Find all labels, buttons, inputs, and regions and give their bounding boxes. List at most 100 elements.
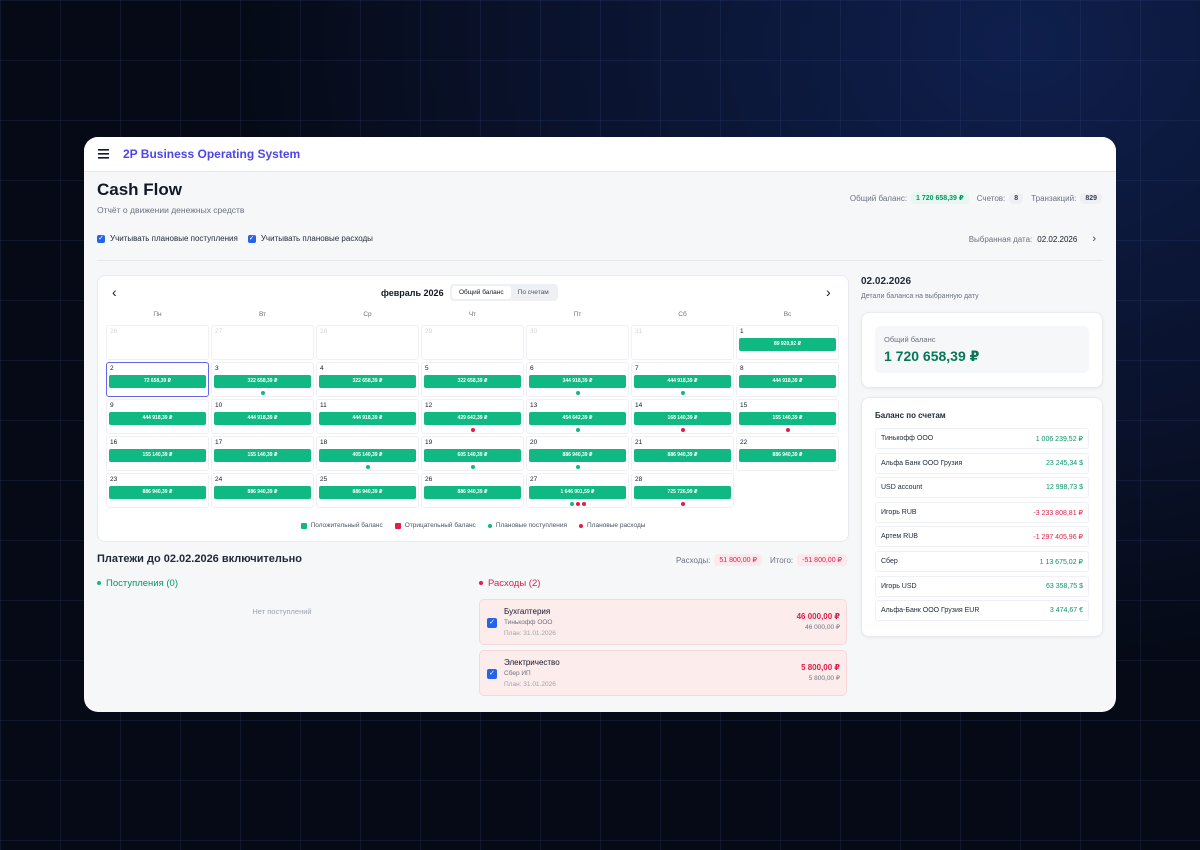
account-row: Артем RUB-1 297 405,96 ₽: [875, 526, 1089, 547]
day-cell[interactable]: 20886 940,39 ₽: [526, 436, 629, 471]
filter-checkbox[interactable]: ✓Учитывать плановые поступления: [97, 234, 238, 243]
day-cell[interactable]: 14168 140,39 ₽: [631, 399, 734, 434]
day-cell[interactable]: 3322 658,39 ₽: [211, 362, 314, 397]
day-cell[interactable]: 15155 140,39 ₽: [736, 399, 839, 434]
day-cell[interactable]: 22886 940,39 ₽: [736, 436, 839, 471]
day-balance: 886 940,39 ₽: [319, 486, 416, 499]
day-cell-other-month: 26: [106, 325, 209, 360]
day-number: 21: [635, 439, 642, 446]
day-cell[interactable]: 7444 918,39 ₽: [631, 362, 734, 397]
legend-item: Положительный баланс: [301, 522, 383, 529]
account-name: Тинькофф ООО: [881, 435, 933, 442]
day-cell[interactable]: 25 886 940,39 ₽: [316, 473, 419, 508]
account-name: USD account: [881, 484, 922, 491]
day-cell[interactable]: 21 886 940,39 ₽: [631, 436, 734, 471]
day-cell[interactable]: 28725 726,99 ₽: [631, 473, 734, 508]
day-balance: 725 726,99 ₽: [634, 486, 731, 499]
month-title: февраль 2026: [381, 288, 444, 298]
day-cell[interactable]: 9444 918,39 ₽: [106, 399, 209, 434]
account-name: Альфа Банк ООО Грузия: [881, 460, 962, 467]
accounts-card: Баланс по счетамТинькофф ООО1 006 239,52…: [861, 397, 1103, 637]
day-number: 20: [530, 439, 537, 446]
day-cell-other-month: 27: [211, 325, 314, 360]
day-cell-other-month: 30: [526, 325, 629, 360]
legend-label: Плановые расходы: [587, 522, 645, 529]
day-cell[interactable]: 23886 940,39 ₽: [106, 473, 209, 508]
day-cell[interactable]: 17155 140,39 ₽: [211, 436, 314, 471]
expense-item: ✓БухгалтерияТинькофф ОООПлан: 31.01.2026…: [479, 599, 847, 645]
day-balance: 886 940,39 ₽: [424, 486, 521, 499]
summary: Общий баланс:1 720 658,39 ₽Счетов:8Транз…: [850, 192, 1102, 204]
day-cell[interactable]: 13454 642,39 ₽: [526, 399, 629, 434]
day-cell[interactable]: 271 646 001,59 ₽: [526, 473, 629, 508]
legend-item: Отрицательный баланс: [395, 522, 476, 529]
expense-sub-amount: 46 000,00 ₽: [805, 623, 840, 631]
day-number: 14: [635, 402, 642, 409]
planned-dot: [570, 502, 574, 506]
day-balance: 886 940,39 ₽: [634, 449, 731, 462]
day-cell[interactable]: 1 89 920,92 ₽: [736, 325, 839, 360]
summary-label: Общий баланс:: [850, 194, 907, 203]
day-balance: 322 658,39 ₽: [424, 375, 521, 388]
total-value: 51 800,00 ₽: [714, 554, 762, 566]
day-balance: 444 918,39 ₽: [214, 412, 311, 425]
day-cell[interactable]: 10444 918,39 ₽: [211, 399, 314, 434]
next-month-button[interactable]: ›: [826, 284, 831, 300]
total-label: Расходы:: [676, 556, 710, 565]
day-cell[interactable]: 6344 918,39 ₽: [526, 362, 629, 397]
expense-item: ✓ЭлектричествоСбер ИППлан: 31.01.20265 8…: [479, 650, 847, 696]
day-number: 2: [110, 365, 114, 372]
day-balance: 89 920,92 ₽: [739, 338, 836, 351]
day-number: 1: [740, 328, 744, 335]
checkbox[interactable]: ✓: [248, 235, 256, 243]
day-balance: 155 140,39 ₽: [739, 412, 836, 425]
day-dots: [632, 391, 733, 395]
day-balance: 886 940,39 ₽: [109, 486, 206, 499]
prev-month-button[interactable]: ‹: [112, 284, 117, 300]
total-balance-box: Общий баланс1 720 658,39 ₽: [875, 326, 1089, 373]
day-dots: [317, 465, 418, 469]
day-number: 25: [320, 476, 327, 483]
day-cell[interactable]: 24886 940,39 ₽: [211, 473, 314, 508]
day-number: 17: [215, 439, 222, 446]
day-dots: [632, 428, 733, 432]
checkbox[interactable]: ✓: [487, 669, 497, 679]
weekday: Ср: [316, 311, 419, 318]
legend-swatch: [488, 524, 492, 528]
day-cell[interactable]: 272 658,39 ₽: [106, 362, 209, 397]
day-cell[interactable]: 8444 918,39 ₽: [736, 362, 839, 397]
day-balance: 886 940,39 ₽: [739, 449, 836, 462]
selected-date: Выбранная дата:02.02.2026›: [969, 233, 1096, 245]
day-balance: 344 918,39 ₽: [529, 375, 626, 388]
filter-checkbox[interactable]: ✓Учитывать плановые расходы: [248, 234, 373, 243]
day-cell[interactable]: 5322 658,39 ₽: [421, 362, 524, 397]
filters: ✓Учитывать плановые поступления ✓Учитыват…: [97, 234, 373, 243]
view-tab[interactable]: По счетам: [511, 286, 556, 299]
expense-plan: План: 31.01.2026: [504, 630, 556, 637]
expense-amount: 46 000,00 ₽: [797, 612, 840, 621]
account-value: 1 006 239,52 ₽: [1036, 435, 1083, 443]
checkbox[interactable]: ✓: [97, 235, 105, 243]
details-subtitle: Детали баланса на выбранную дату: [861, 293, 979, 300]
day-balance: 155 140,39 ₽: [109, 449, 206, 462]
total-item: Расходы: 51 800,00 ₽: [676, 554, 762, 566]
account-value: 63 358,75 $: [1046, 583, 1083, 590]
expenses-title: Расходы (2): [479, 578, 540, 589]
day-cell[interactable]: 26886 940,39 ₽: [421, 473, 524, 508]
next-date-button[interactable]: ›: [1092, 233, 1096, 245]
expense-amount: 5 800,00 ₽: [801, 663, 840, 672]
expense-account: Сбер ИП: [504, 670, 531, 677]
view-tab[interactable]: Общий баланс: [452, 286, 511, 299]
day-cell[interactable]: 18405 140,39 ₽: [316, 436, 419, 471]
day-cell[interactable]: 4322 658,39 ₽: [316, 362, 419, 397]
legend-swatch: [301, 523, 307, 529]
day-cell[interactable]: 16155 140,39 ₽: [106, 436, 209, 471]
account-name: Сбер: [881, 558, 898, 565]
checkbox[interactable]: ✓: [487, 618, 497, 628]
day-number: 7: [635, 365, 639, 372]
day-cell[interactable]: 12429 642,39 ₽: [421, 399, 524, 434]
day-cell[interactable]: 11444 918,39 ₽: [316, 399, 419, 434]
day-cell[interactable]: 19605 140,39 ₽: [421, 436, 524, 471]
page-title: Cash Flow: [97, 180, 182, 200]
menu-button[interactable]: [98, 149, 109, 159]
